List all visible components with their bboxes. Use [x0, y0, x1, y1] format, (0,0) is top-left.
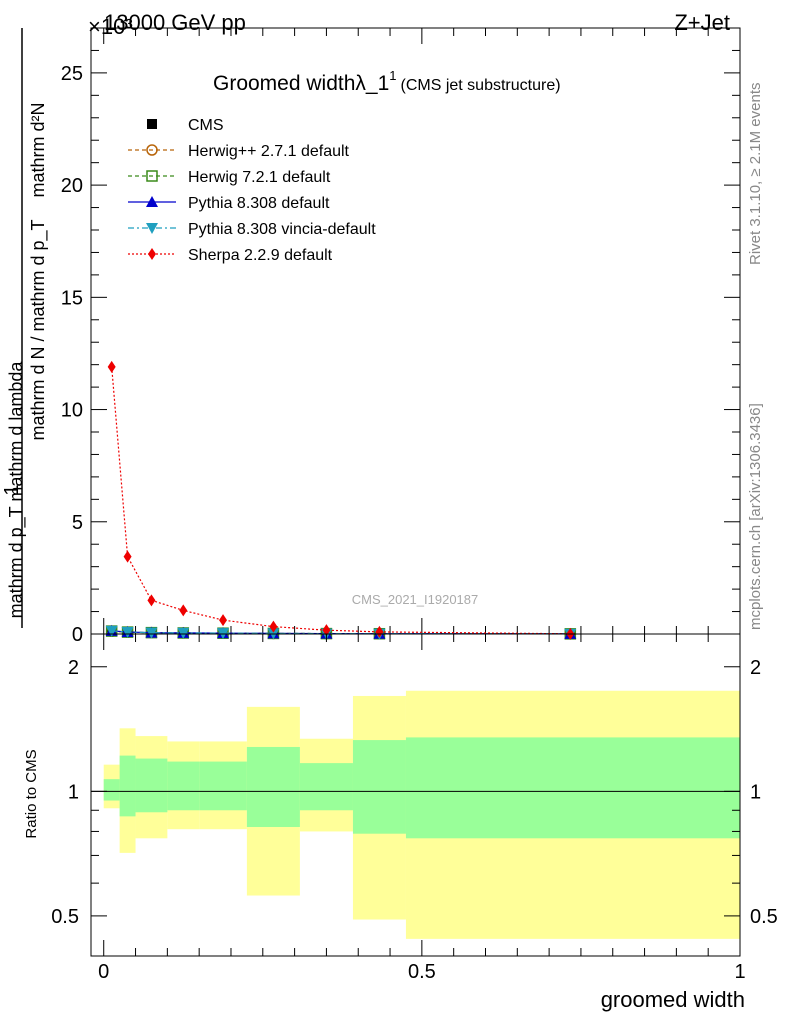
- ratio-bands: [103, 690, 740, 939]
- header-exponent: ×10³: [88, 14, 133, 39]
- legend-label: Sherpa 2.2.9 default: [188, 247, 333, 264]
- data-point: [179, 604, 188, 617]
- data-point: [107, 360, 116, 373]
- legend-entry: Pythia 8.308 vincia-default: [128, 221, 376, 238]
- data-point: [145, 627, 158, 639]
- xtick-label: 0: [98, 961, 109, 983]
- xtick-label: 0.5: [408, 961, 436, 983]
- legend-label: Pythia 8.308 vincia-default: [188, 221, 376, 238]
- legend-entry: Herwig++ 2.7.1 default: [128, 143, 350, 160]
- ratio-band-inner: [103, 779, 120, 801]
- legend-label: CMS: [188, 117, 224, 134]
- ratio-band-inner: [299, 763, 353, 811]
- rivet-label: Rivet 3.1.10, ≥ 2.1M events: [747, 83, 764, 266]
- ratio-band-inner: [199, 761, 247, 811]
- header-process: Z+Jet: [674, 10, 730, 35]
- ratio-band-inner: [119, 755, 136, 817]
- main-ytick-label: 5: [72, 512, 83, 534]
- chart-subtitle: (CMS jet substructure): [401, 77, 561, 94]
- legend: CMS Herwig++ 2.7.1 default Herwig 7.2.1 de…: [128, 117, 376, 264]
- main-ylabel: 1 mathrm d N / mathrm d p_T mathrm d²N m…: [1, 28, 49, 628]
- legend-marker: [146, 223, 158, 234]
- ratio-ylabel: Ratio to CMS: [23, 749, 40, 838]
- ylabel-second-denominator: mathrm d p_T mathrm d lambda: [6, 361, 27, 619]
- main-ytick-label: 0: [72, 624, 83, 646]
- xtick-label: 1: [734, 961, 745, 983]
- series-line: [111, 366, 571, 635]
- ratio-band-inner: [167, 761, 200, 811]
- legend-label: Herwig++ 2.7.1 default: [188, 143, 350, 160]
- ratio-ytick-label-left: 1: [68, 781, 79, 803]
- data-point: [147, 594, 156, 607]
- ylabel-second-part: mathrm d²N: [28, 102, 48, 197]
- legend-entry: Herwig 7.2.1 default: [128, 169, 331, 186]
- main-series-group: [105, 360, 577, 640]
- ratio-panel-frame: [90, 633, 741, 957]
- ylabel-numerator: 1: [1, 484, 23, 495]
- main-ytick-label: 15: [61, 287, 83, 309]
- legend-entry: Sherpa 2.2.9 default: [128, 247, 333, 264]
- data-point: [177, 627, 190, 639]
- legend-marker: [146, 144, 158, 156]
- mcplots-label: mcplots.cern.ch [arXiv:1306.3436]: [747, 403, 764, 630]
- series-pythia-8-308-default: [105, 624, 577, 639]
- data-point: [322, 624, 331, 637]
- ratio-ytick-label-right: 0.5: [750, 906, 778, 928]
- main-ytick-label: 25: [61, 63, 83, 85]
- data-point: [105, 625, 118, 637]
- watermark: CMS_2021_I1920187: [352, 592, 479, 607]
- legend-marker: [147, 119, 157, 129]
- ratio-y-ticks: 0.5 0.5 1 1 2 2: [51, 657, 778, 928]
- legend-marker: [146, 170, 158, 182]
- ratio-band-inner: [405, 737, 740, 839]
- chart-title: Groomed widthλ_11 (CMS jet substructure): [213, 68, 561, 95]
- ratio-ytick-label-left: 2: [68, 657, 79, 679]
- data-point: [375, 625, 384, 638]
- data-point: [121, 627, 134, 639]
- legend-marker: [146, 196, 158, 207]
- ratio-ytick-label-left: 0.5: [51, 906, 79, 928]
- x-axis-label: groomed width: [601, 987, 745, 1012]
- main-ytick-label: 10: [61, 400, 83, 422]
- data-point: [123, 550, 132, 563]
- ratio-band-inner: [246, 746, 300, 827]
- chart-title-sup: 1: [389, 68, 396, 83]
- series-cms: [106, 625, 576, 639]
- ratio-band-inner: [352, 740, 406, 834]
- chart-title-main: Groomed widthλ_1: [213, 72, 389, 95]
- data-point: [269, 620, 278, 633]
- header-energy: 13000 GeV pp: [104, 10, 246, 35]
- main-y-ticks: 0 5 10 15 20 25: [61, 49, 740, 646]
- ratio-ytick-label-right: 1: [750, 781, 761, 803]
- legend-entry: CMS: [147, 117, 224, 134]
- ratio-band-inner: [135, 758, 168, 813]
- ylabel-denominator: mathrm d N / mathrm d p_T: [28, 219, 49, 440]
- legend-label: Herwig 7.2.1 default: [188, 169, 331, 186]
- data-point: [219, 614, 228, 627]
- legend-marker: [148, 248, 156, 260]
- ratio-ytick-label-right: 2: [750, 657, 761, 679]
- series-line: [111, 630, 571, 635]
- ratio-x-ticks: 0 0.5 1: [98, 634, 746, 983]
- main-ytick-label: 20: [61, 175, 83, 197]
- legend-entry: Pythia 8.308 default: [128, 195, 330, 212]
- series-sherpa-2-2-9-default: [107, 360, 575, 640]
- legend-label: Pythia 8.308 default: [188, 195, 330, 212]
